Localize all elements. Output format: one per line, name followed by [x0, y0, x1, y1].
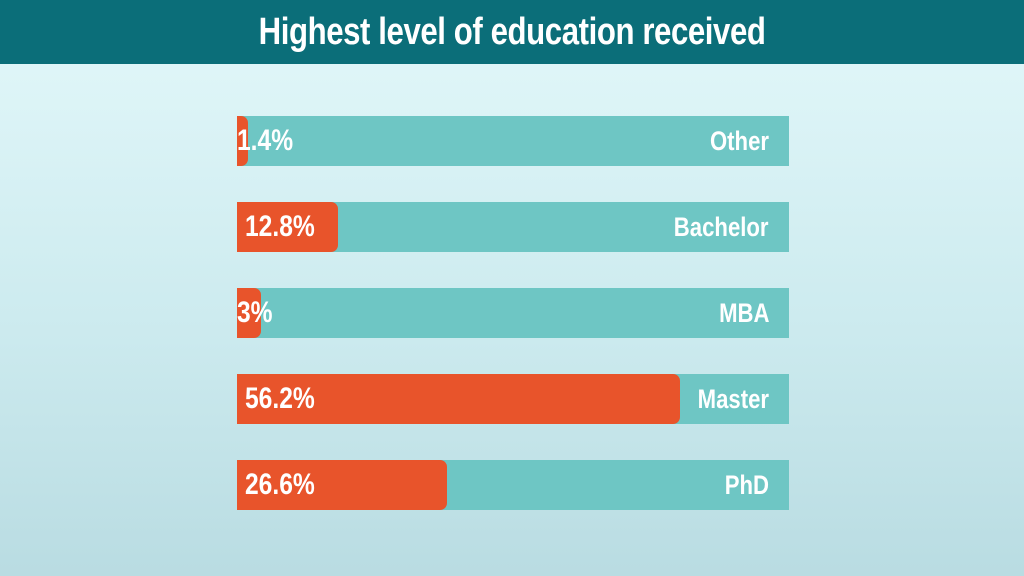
bar-mba	[237, 288, 261, 338]
title-bar: Highest level of education received	[0, 0, 1024, 64]
value-label-master: 56.2%	[245, 382, 315, 415]
category-label-master: Master	[697, 384, 769, 414]
bar-row-other: 1.4% Other	[237, 116, 789, 166]
bar-chart: 1.4% Other 12.8% Bachelor 3% MBA 56.2% Master 26…	[237, 116, 789, 546]
category-label-phd: PhD	[724, 470, 769, 500]
bar-row-master: 56.2% Master	[237, 374, 789, 424]
value-label-bachelor: 12.8%	[245, 210, 315, 243]
category-label-bachelor: Bachelor	[674, 212, 769, 242]
chart-title: Highest level of education received	[258, 10, 766, 53]
bar-phd	[237, 460, 447, 510]
bar-other	[237, 116, 248, 166]
value-label-other: 1.4%	[237, 124, 294, 157]
category-label-other: Other	[709, 126, 769, 156]
bar-row-phd: 26.6% PhD	[237, 460, 789, 510]
bar-row-bachelor: 12.8% Bachelor	[237, 202, 789, 252]
bar-track-other	[237, 116, 789, 166]
bar-bachelor	[237, 202, 338, 252]
value-label-mba: 3%	[237, 296, 273, 329]
bar-track-mba	[237, 288, 789, 338]
category-label-mba: MBA	[718, 298, 769, 328]
bar-master	[237, 374, 680, 424]
bar-row-mba: 3% MBA	[237, 288, 789, 338]
value-label-phd: 26.6%	[245, 468, 315, 501]
